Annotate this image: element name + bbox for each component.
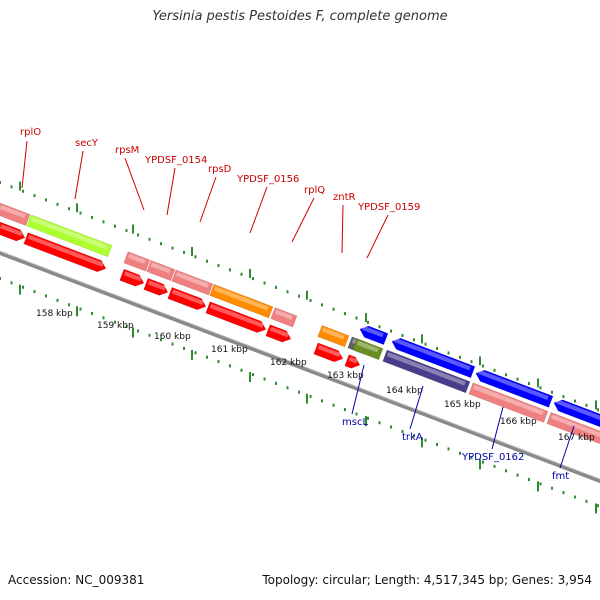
gene-label-reverse: trkA: [402, 432, 423, 443]
backbone-layer: [0, 250, 600, 484]
genome-summary: Topology: circular; Length: 4,517,345 bp…: [262, 573, 592, 587]
scale-label: 162 kbp: [270, 358, 307, 368]
gene-feature-forward: [171, 269, 214, 296]
scale-label: 164 kbp: [386, 386, 423, 396]
genome-backbone: [0, 250, 600, 484]
gene-feature-forward: [270, 307, 298, 328]
scale-label: 160 kbp: [154, 332, 191, 342]
gene-label-forward: YPDSF_0159: [357, 202, 420, 213]
gene-leader-line: [166, 167, 176, 216]
gene-leader-line: [559, 425, 575, 469]
cds-feature-forward: [23, 232, 107, 273]
cds-feature-reverse: [359, 325, 389, 346]
accession-text: Accession: NC_009381: [8, 573, 145, 587]
cds-feature-reverse: [553, 399, 600, 434]
gene-leader-line: [291, 197, 315, 243]
scale-label: 163 kbp: [327, 371, 364, 381]
cds-feature-forward: [0, 221, 26, 242]
gene-leader-line: [124, 157, 145, 211]
feature-layer: [0, 202, 600, 451]
cds-feature-forward: [167, 286, 207, 311]
cds-feature-reverse: [475, 369, 554, 408]
gene-label-forward: rpsD: [208, 164, 232, 175]
gene-label-forward: secY: [75, 138, 99, 149]
cds-feature-forward: [265, 324, 292, 343]
cds-feature-forward: [143, 277, 169, 296]
tick-layer: [0, 181, 599, 514]
gene-leader-line: [366, 214, 389, 259]
gene-label-reverse: fmt: [552, 471, 569, 482]
gene-leader-line: [341, 204, 344, 254]
gene-label-forward: YPDSF_0154: [144, 155, 207, 166]
cds-feature-reverse: [391, 337, 476, 379]
cds-feature-forward: [313, 342, 344, 363]
gene-feature-forward: [209, 283, 274, 319]
gene-label-forward: rplQ: [304, 185, 325, 196]
gene-feature-reverse: [352, 338, 384, 361]
gene-leader-line: [409, 385, 424, 430]
gene-label-forward: rplO: [20, 127, 41, 138]
gene-label-forward: YPDSF_0156: [236, 174, 299, 185]
map-title: Yersinia pestis Pestoides F, complete ge…: [152, 9, 448, 24]
gene-label-forward: zntR: [333, 192, 356, 203]
gene-leader-line: [21, 140, 28, 189]
cds-feature-forward: [205, 301, 267, 333]
scale-label: 165 kbp: [444, 400, 481, 410]
gene-feature-forward: [26, 214, 113, 258]
scale-label: 161 kbp: [211, 345, 248, 355]
gene-feature-forward: [146, 259, 176, 282]
cds-feature-forward: [119, 268, 145, 287]
gene-leader-line: [74, 150, 84, 200]
gene-leader-line: [351, 364, 365, 415]
genome-backbone-highlight: [0, 250, 600, 480]
gene-leader-line: [199, 176, 217, 223]
gene-label-reverse: YPDSF_0162: [461, 452, 524, 463]
gene-label-reverse: mscL: [342, 417, 368, 428]
gene-feature-reverse: [382, 349, 471, 394]
gene-feature-forward: [123, 251, 151, 272]
gene-leader-line: [491, 406, 504, 450]
gene-feature-reverse: [468, 382, 549, 423]
gene-label-forward: rpsM: [115, 145, 139, 156]
gene-leader-line: [249, 186, 268, 234]
scale-label: 158 kbp: [36, 309, 73, 319]
scale-label: 166 kbp: [500, 417, 537, 427]
cds-feature-forward: [344, 354, 361, 369]
label-layer: 158 kbp 159 kbp 160 kbp 161 kbp 162 kbp 163 k…: [20, 127, 595, 482]
scale-label: 159 kbp: [97, 321, 134, 331]
scale-label: 167 kbp: [558, 433, 595, 443]
gene-feature-forward: [317, 324, 350, 348]
gene-feature-forward: [0, 202, 31, 227]
